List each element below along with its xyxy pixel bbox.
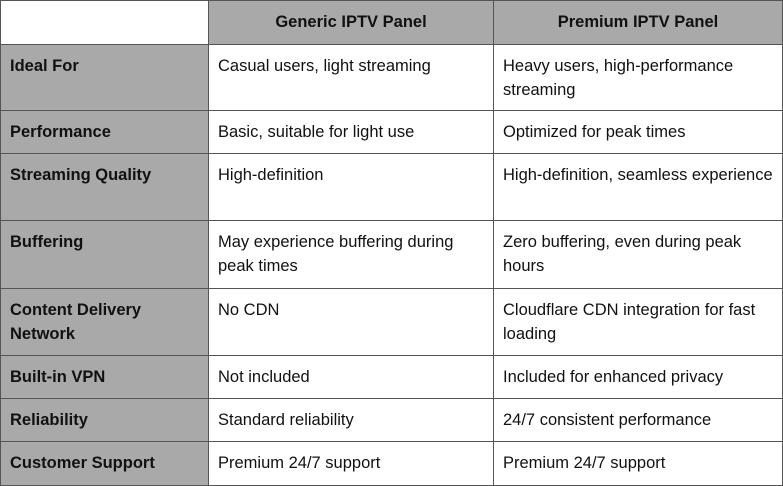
- table-cell: High-definition, seamless experience: [493, 153, 783, 221]
- table-cell: High-definition: [208, 153, 494, 221]
- table-row: Built-in VPN Not included Included for enh…: [0, 355, 783, 399]
- table-cell: May experience buffering during peak tim…: [208, 220, 494, 289]
- table-header: Generic IPTV Panel Premium IPTV Panel: [0, 0, 783, 45]
- table-cell: Heavy users, high-performance streaming: [493, 44, 783, 111]
- row-label: Content Delivery Network: [0, 288, 209, 356]
- column-header: Generic IPTV Panel: [208, 0, 494, 45]
- row-label: Customer Support: [0, 441, 209, 486]
- table-row: Performance Basic, suitable for light use…: [0, 110, 783, 154]
- table-row: Buffering May experience buffering during…: [0, 220, 783, 289]
- table-cell: Casual users, light streaming: [208, 44, 494, 111]
- table-cell: Zero buffering, even during peak hours: [493, 220, 783, 289]
- table-cell: Standard reliability: [208, 398, 494, 442]
- table-row: Reliability Standard reliability 24/7 cons…: [0, 398, 783, 442]
- table-cell: Cloudflare CDN integration for fast load…: [493, 288, 783, 356]
- table-row: Customer Support Premium 24/7 support Prem…: [0, 441, 783, 486]
- row-label: Reliability: [0, 398, 209, 442]
- header-row: Generic IPTV Panel Premium IPTV Panel: [0, 0, 783, 45]
- table-row: Content Delivery Network No CDN Cloudflare…: [0, 288, 783, 356]
- table-cell: Premium 24/7 support: [208, 441, 494, 486]
- corner-cell: [0, 0, 209, 45]
- row-label: Performance: [0, 110, 209, 154]
- table-cell: Optimized for peak times: [493, 110, 783, 154]
- table-cell: Premium 24/7 support: [493, 441, 783, 486]
- table-cell: Basic, suitable for light use: [208, 110, 494, 154]
- row-label: Streaming Quality: [0, 153, 209, 221]
- table-row: Streaming Quality High-definition High-def…: [0, 153, 783, 221]
- row-label: Built-in VPN: [0, 355, 209, 399]
- row-label: Ideal For: [0, 44, 209, 111]
- table-cell: 24/7 consistent performance: [493, 398, 783, 442]
- row-label: Buffering: [0, 220, 209, 289]
- column-header: Premium IPTV Panel: [493, 0, 783, 45]
- table-body: Ideal For Casual users, light streaming He…: [0, 44, 783, 486]
- table-cell: Included for enhanced privacy: [493, 355, 783, 399]
- table-cell: Not included: [208, 355, 494, 399]
- table-cell: No CDN: [208, 288, 494, 356]
- table-row: Ideal For Casual users, light streaming He…: [0, 44, 783, 111]
